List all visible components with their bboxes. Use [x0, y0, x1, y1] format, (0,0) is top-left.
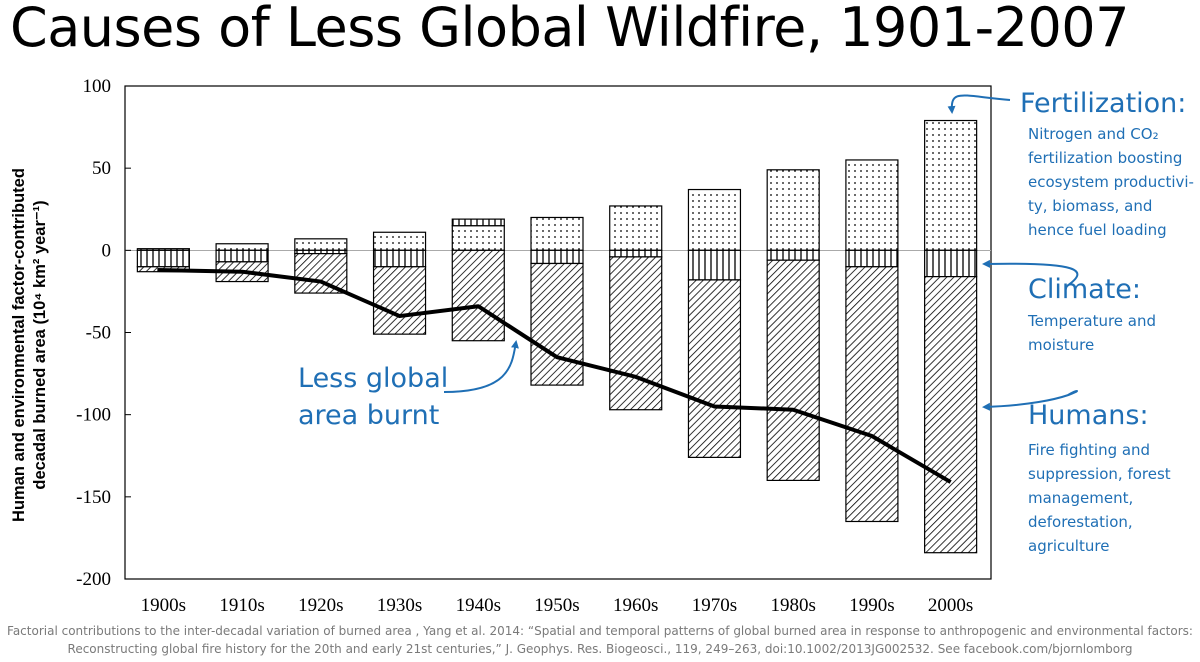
fertilization-line: Nitrogen and CO₂ — [1028, 125, 1159, 143]
climate-arrow — [982, 259, 1079, 287]
bar-fertilization-1930s — [372, 231, 427, 251]
bar-fertilization-1960s — [609, 205, 663, 251]
bar-climate-1970s — [687, 249, 742, 281]
climate-line: Temperature and — [1028, 312, 1157, 330]
humans-line: suppression, forest — [1028, 465, 1171, 483]
bar-fertilization-1990s — [845, 159, 899, 251]
bar-humans-1930s — [372, 266, 427, 335]
caption-line-2: Reconstructing global fire history for t… — [67, 642, 1133, 656]
bar-humans-1970s — [687, 279, 742, 458]
y-tick-label: 0 — [102, 240, 112, 261]
bar-climate-1960s — [609, 249, 663, 258]
fertilization-line: hence fuel loading — [1028, 221, 1167, 239]
fertilization-description: Nitrogen and CO₂ fertilization boosting … — [1028, 122, 1194, 242]
bar-climate-1930s — [372, 249, 427, 268]
bar-humans-1980s — [766, 259, 820, 481]
bar-humans-1940s — [451, 249, 505, 342]
x-tick-label: 1940s — [456, 595, 501, 616]
humans-line: deforestation, — [1028, 513, 1133, 531]
chart-title: Causes of Less Global Wildfire, 1901-200… — [10, 0, 1130, 59]
x-tick-label: 1980s — [770, 595, 815, 616]
bar-fertilization-1970s — [687, 188, 742, 251]
less-global-line-1: Less global — [298, 363, 449, 394]
bar-humans-1920s — [294, 253, 348, 294]
bar-humans-2000s — [924, 276, 978, 554]
fertilization-line: ecosystem productivi- — [1028, 173, 1194, 191]
bar-climate-1910s — [215, 249, 269, 263]
less-global-line-2: area burnt — [298, 400, 440, 431]
y-tick-label: -150 — [76, 487, 111, 508]
climate-description: Temperature and moisture — [1028, 309, 1156, 357]
net-line — [157, 268, 952, 484]
bar-humans-1990s — [845, 266, 899, 523]
bar-humans-1960s — [609, 256, 663, 411]
humans-line: agriculture — [1028, 537, 1110, 555]
bar-fertilization-1920s — [294, 238, 348, 251]
fertilization-line: ty, biomass, and — [1028, 197, 1153, 215]
humans-arrow — [982, 389, 1078, 411]
x-tick-label: 2000s — [928, 595, 973, 616]
bar-fertilization-2000s — [924, 119, 978, 251]
bar-climate-2000s — [924, 249, 978, 278]
climate-heading: Climate: — [1028, 274, 1141, 305]
y-tick-label: 50 — [92, 158, 111, 179]
x-tick-label: 1920s — [298, 595, 343, 616]
bar-fertilization-1980s — [766, 169, 820, 251]
fertilization-arrow — [947, 94, 1011, 114]
bar-climate-1900s — [136, 249, 190, 268]
bar-climate-1980s — [766, 249, 820, 261]
fertilization-line: fertilization boosting — [1028, 149, 1183, 167]
y-tick-label: -200 — [76, 569, 111, 590]
x-tick-label: 1960s — [613, 595, 658, 616]
bar-fertilization-1950s — [530, 216, 584, 251]
bar-climate-1950s — [530, 249, 584, 265]
bar-fertilization-1940s — [451, 225, 505, 251]
y-tick-label: -100 — [76, 405, 111, 426]
less-global-annotation: Less global area burnt — [298, 360, 448, 434]
x-tick-label: 1970s — [692, 595, 737, 616]
y-tick-label: -50 — [86, 323, 111, 344]
humans-line: Fire fighting and — [1028, 441, 1151, 459]
x-tick-label: 1950s — [534, 595, 579, 616]
x-tick-label: 1990s — [849, 595, 894, 616]
bar-climate-1940s — [451, 218, 505, 227]
bar-humans-1950s — [530, 262, 584, 386]
x-tick-label: 1930s — [377, 595, 422, 616]
x-tick-label: 1910s — [219, 595, 264, 616]
x-tick-label: 1900s — [141, 595, 186, 616]
bar-climate-1990s — [845, 249, 899, 268]
humans-description: Fire fighting and suppression, forest ma… — [1028, 438, 1171, 558]
bar-fertilization-1910s — [215, 243, 269, 251]
less-global-arrow — [443, 340, 519, 393]
caption-line-1: Factorial contributions to the inter-dec… — [7, 624, 1193, 638]
fertilization-heading: Fertilization: — [1020, 88, 1187, 119]
humans-line: management, — [1028, 489, 1134, 507]
humans-heading: Humans: — [1028, 400, 1149, 431]
climate-line: moisture — [1028, 336, 1095, 354]
y-tick-label: 100 — [83, 76, 112, 97]
